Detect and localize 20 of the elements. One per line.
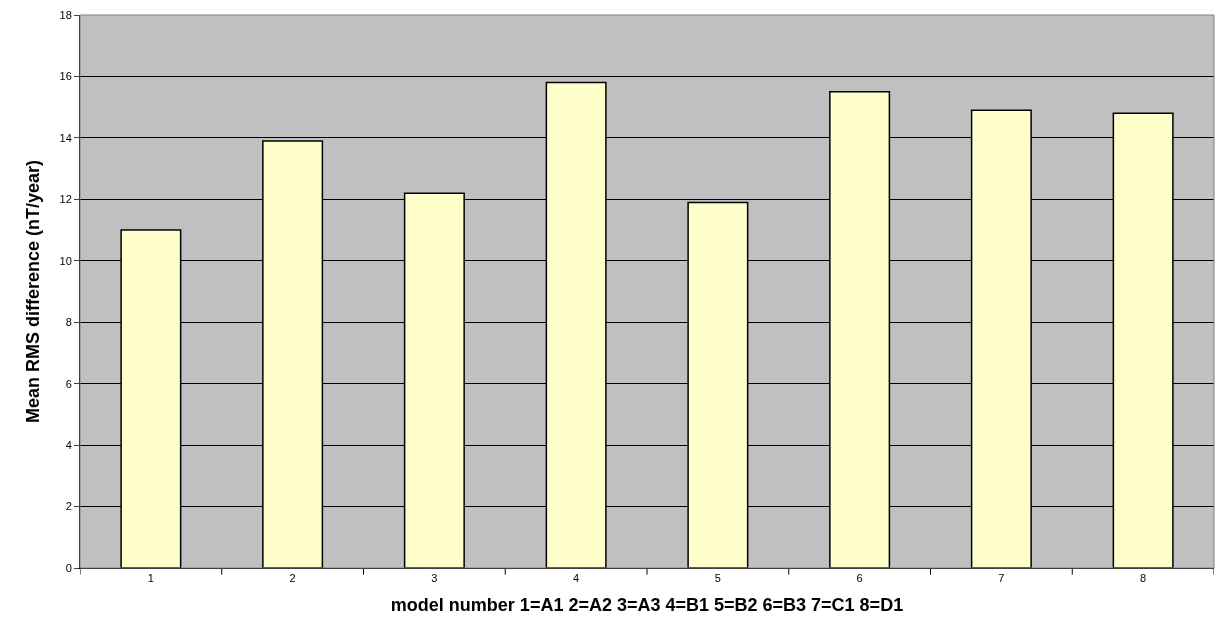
y-tick-label: 0 [65, 561, 72, 574]
y-tick-label: 4 [65, 438, 72, 451]
x-tick-label: 6 [856, 572, 863, 585]
y-tick-label: 12 [59, 193, 72, 206]
y-tick-label: 16 [59, 70, 72, 83]
x-tick-label: 4 [573, 572, 580, 585]
y-tick-label: 14 [59, 131, 72, 144]
y-axis-title: Mean RMS difference (nT/year) [22, 159, 43, 424]
x-tick-label: 5 [714, 572, 721, 585]
y-tick-label: 2 [65, 500, 72, 513]
x-tick-label: 1 [147, 572, 154, 585]
y-tick-label: 6 [65, 377, 72, 390]
x-tick-label: 7 [998, 572, 1005, 585]
x-tick-label: 2 [289, 572, 296, 585]
x-axis-title: model number 1=A1 2=A2 3=A3 4=B1 5=B2 6=B3 7=C1 8=D1 [390, 595, 904, 616]
y-tick-label: 10 [59, 254, 72, 267]
x-tick-label: 3 [431, 572, 438, 585]
x-tick-label: 8 [1140, 572, 1147, 585]
y-tick-label: 8 [65, 316, 72, 329]
y-tick-label: 18 [59, 8, 72, 21]
